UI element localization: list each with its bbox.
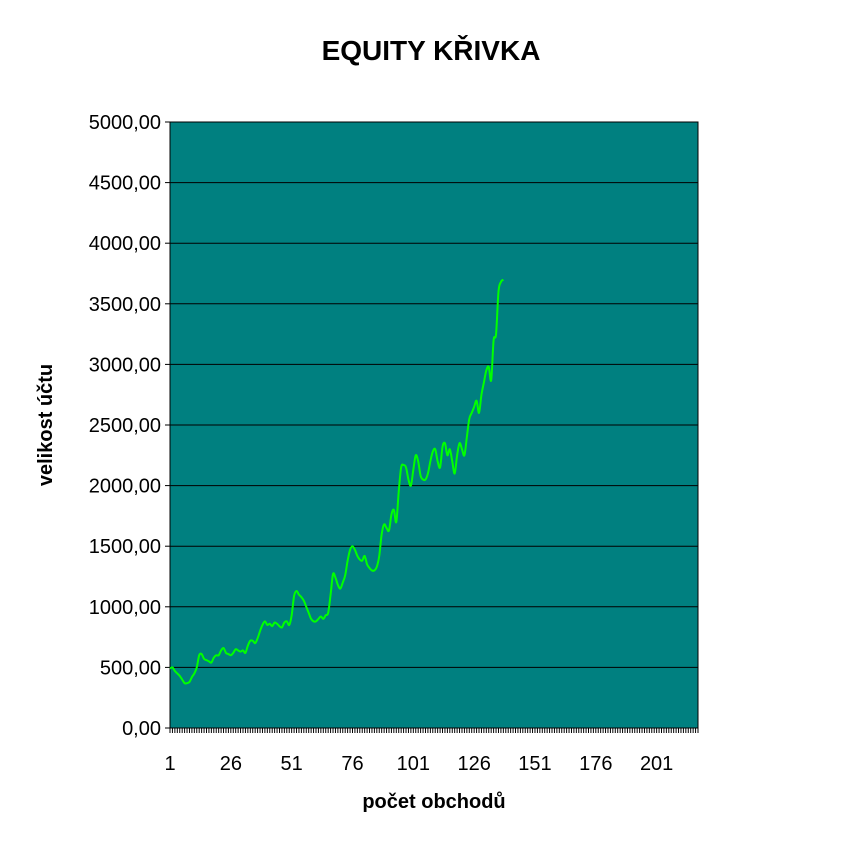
y-tick-label: 1500,00 (89, 536, 161, 558)
y-tick-label: 4500,00 (89, 173, 161, 195)
x-tick-label: 201 (640, 753, 673, 775)
x-tick-label: 101 (397, 753, 430, 775)
x-axis-label: počet obchodů (362, 791, 505, 813)
x-tick-label: 176 (579, 753, 612, 775)
x-tick-label: 1 (164, 753, 175, 775)
x-tick-label: 26 (220, 753, 242, 775)
y-tick-label: 3500,00 (89, 294, 161, 316)
x-tick-label: 151 (518, 753, 551, 775)
x-tick-label: 51 (281, 753, 303, 775)
x-axis-ticks: 1 26 51 76 101 126 151 176 201 (164, 728, 699, 775)
y-tick-label: 5000,00 (89, 112, 161, 134)
y-tick-label: 2000,00 (89, 476, 161, 498)
y-tick-label: 0,00 (122, 718, 161, 740)
y-tick-label: 500,00 (100, 657, 161, 679)
y-tick-label: 3000,00 (89, 354, 161, 376)
x-tick-label: 126 (457, 753, 490, 775)
y-axis-label: velikost účtu (35, 364, 57, 486)
gridlines (170, 182, 698, 668)
y-tick-label: 4000,00 (89, 233, 161, 255)
y-tick-label: 2500,00 (89, 415, 161, 437)
equity-line (169, 278, 505, 685)
y-tick-label: 1000,00 (89, 597, 161, 619)
y-axis-ticks: 0,00 500,00 1000,00 1500,00 2000,00 2500,00 30… (89, 112, 170, 740)
chart-title: EQUITY KŘIVKA (322, 35, 541, 66)
x-tick-label: 76 (341, 753, 363, 775)
